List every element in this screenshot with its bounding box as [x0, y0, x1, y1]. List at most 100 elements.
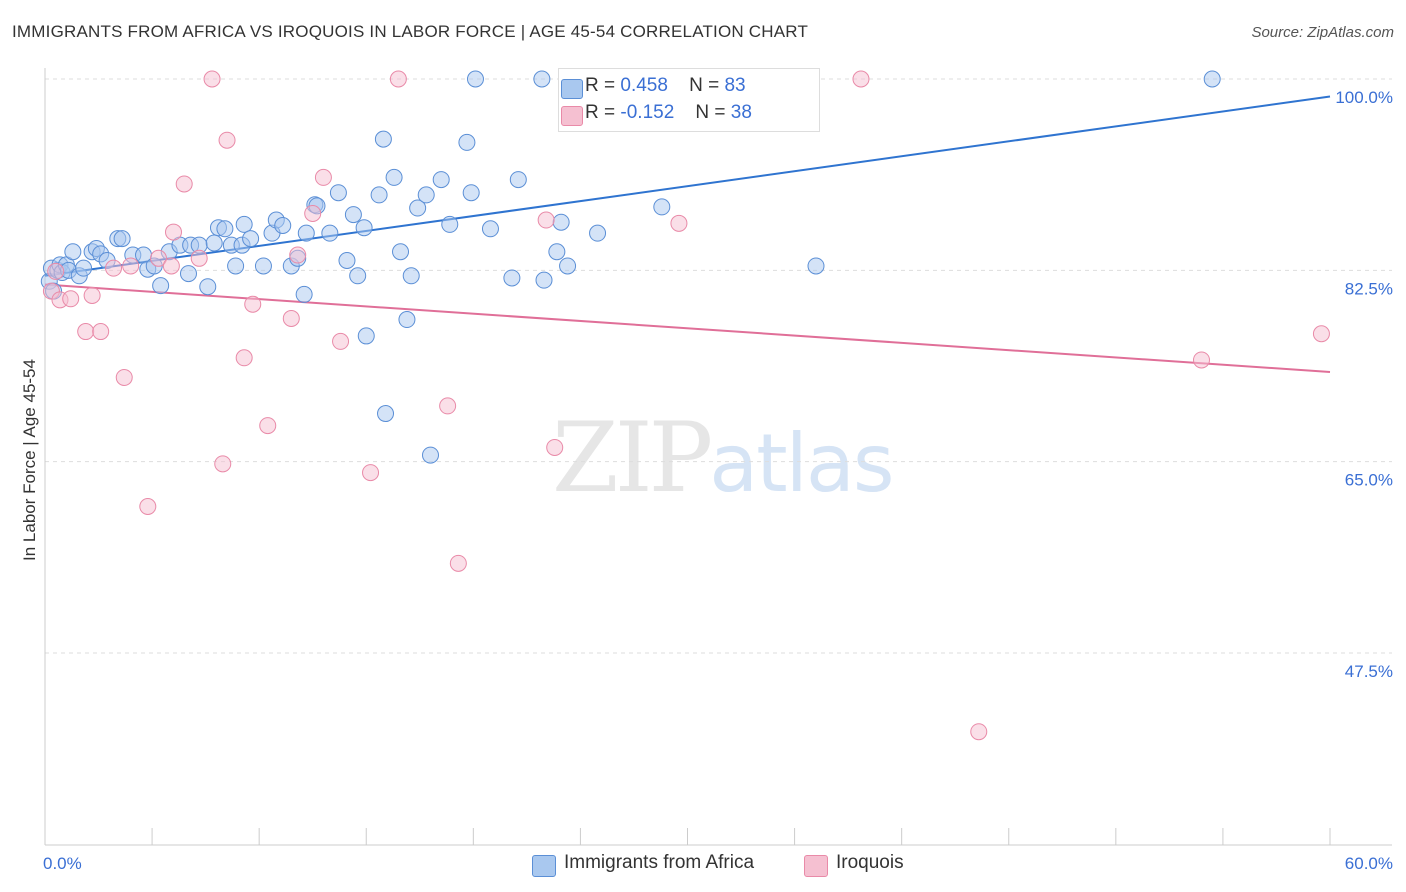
- point-africa: [466, 70, 484, 88]
- point-iroquois: [332, 332, 350, 350]
- n-label: N =: [689, 75, 720, 96]
- point-africa: [432, 171, 450, 189]
- point-africa: [559, 257, 577, 275]
- point-iroquois: [1193, 351, 1210, 369]
- point-iroquois: [439, 397, 457, 415]
- point-africa: [398, 311, 416, 329]
- blue-swatch-icon: [532, 855, 556, 877]
- point-africa: [295, 285, 313, 303]
- bottom-legend-iroquois: Iroquois: [804, 852, 904, 878]
- point-africa: [235, 215, 253, 233]
- point-iroquois: [105, 259, 123, 277]
- point-africa: [409, 199, 427, 217]
- point-africa: [321, 224, 339, 242]
- legend-row-africa: R = 0.458 N = 83: [561, 75, 746, 99]
- point-africa: [392, 243, 410, 261]
- point-africa: [377, 405, 395, 423]
- point-africa: [385, 168, 403, 186]
- correlation-legend: R = 0.458 N = 83 R = -0.152 N = 38: [558, 68, 820, 132]
- point-iroquois: [970, 723, 988, 741]
- point-africa: [548, 243, 566, 261]
- point-iroquois: [175, 175, 193, 193]
- point-iroquois: [77, 323, 95, 341]
- point-iroquois: [47, 262, 65, 280]
- pink-swatch-icon: [804, 855, 828, 877]
- grid-lines: [45, 78, 1392, 654]
- point-iroquois: [389, 70, 407, 88]
- point-africa: [329, 184, 347, 202]
- point-iroquois: [83, 286, 101, 304]
- r-label: R =: [585, 102, 616, 123]
- point-africa: [227, 257, 245, 275]
- x-tick-label-min: 0.0%: [43, 854, 82, 873]
- bottom-legend-africa: Immigrants from Africa: [532, 852, 755, 878]
- point-iroquois: [289, 246, 307, 264]
- point-africa: [199, 278, 217, 296]
- point-iroquois: [537, 211, 555, 229]
- pink-swatch-icon: [561, 106, 583, 126]
- point-iroquois: [670, 214, 688, 232]
- point-africa: [509, 171, 527, 189]
- point-africa: [481, 220, 499, 238]
- y-tick-label: 47.5%: [1345, 662, 1393, 681]
- point-africa: [242, 230, 260, 248]
- point-africa: [417, 186, 435, 204]
- point-iroquois: [546, 438, 564, 456]
- point-iroquois: [449, 554, 467, 572]
- point-africa: [441, 215, 459, 233]
- trend-lines: [44, 95, 1331, 374]
- point-iroquois: [162, 257, 180, 275]
- y-tick-label: 100.0%: [1335, 88, 1393, 107]
- point-iroquois: [244, 295, 262, 313]
- point-africa: [535, 271, 553, 289]
- r-value: 0.458: [620, 75, 668, 96]
- point-iroquois: [259, 417, 277, 435]
- chart-title: IMMIGRANTS FROM AFRICA VS IROQUOIS IN LA…: [12, 22, 809, 41]
- point-iroquois: [150, 249, 168, 267]
- point-africa: [152, 277, 170, 295]
- point-iroquois: [165, 223, 182, 241]
- point-iroquois: [304, 204, 322, 222]
- point-africa: [589, 224, 607, 242]
- point-africa: [349, 267, 367, 285]
- point-africa: [216, 220, 234, 238]
- n-value: 38: [730, 102, 752, 123]
- point-africa: [179, 265, 197, 283]
- point-iroquois: [139, 497, 157, 515]
- watermark-zip: ZIP: [552, 402, 713, 514]
- point-iroquois: [852, 70, 870, 88]
- x-tick-label-max: 60.0%: [1345, 854, 1393, 873]
- point-africa: [462, 184, 480, 202]
- point-africa: [205, 234, 223, 252]
- point-iroquois: [218, 131, 236, 149]
- legend-label-africa: Immigrants from Africa: [564, 852, 755, 873]
- point-africa: [503, 269, 521, 287]
- point-iroquois: [92, 323, 110, 341]
- point-iroquois: [203, 70, 221, 88]
- point-africa: [64, 243, 82, 261]
- point-africa: [402, 267, 420, 285]
- point-africa: [653, 198, 671, 216]
- data-points: [40, 70, 1330, 741]
- source-label: Source: ZipAtlas.com: [1251, 24, 1394, 41]
- point-africa: [458, 133, 476, 151]
- point-iroquois: [214, 455, 232, 473]
- point-iroquois: [282, 309, 300, 327]
- y-tick-label: 65.0%: [1345, 471, 1393, 490]
- r-label: R =: [585, 75, 616, 96]
- point-iroquois: [1312, 325, 1330, 343]
- axes: [44, 68, 1392, 846]
- point-africa: [355, 219, 373, 237]
- point-africa: [422, 446, 439, 464]
- n-value: 83: [724, 75, 746, 96]
- point-iroquois: [314, 168, 332, 186]
- point-africa: [533, 70, 551, 88]
- trend-line-africa: [44, 95, 1331, 277]
- point-africa: [338, 251, 356, 269]
- point-africa: [344, 206, 362, 224]
- point-iroquois: [190, 249, 208, 267]
- point-africa: [552, 213, 570, 231]
- point-africa: [370, 186, 388, 204]
- point-africa: [75, 259, 93, 277]
- legend-row-iroquois: R = -0.152 N = 38: [561, 102, 752, 126]
